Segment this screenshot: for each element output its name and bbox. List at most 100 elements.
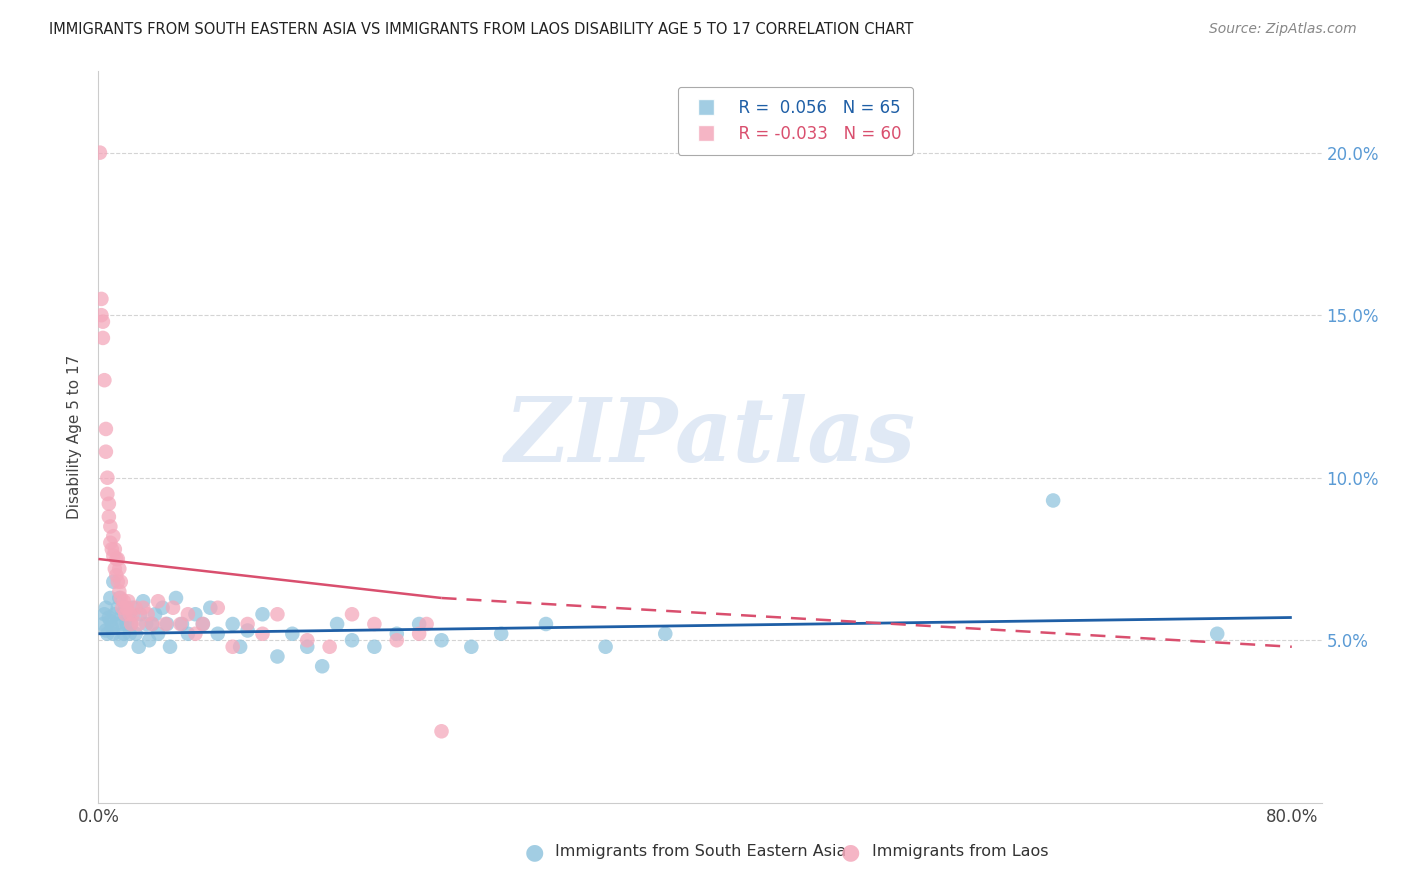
Point [430, 633, 453, 648]
Legend:   R =  0.056   N = 65,   R = -0.033   N = 60: R = 0.056 N = 65, R = -0.033 N = 60 [678, 87, 914, 154]
Point [165, 591, 187, 605]
Point [136, 607, 159, 622]
Point [117, 594, 139, 608]
Point [221, 640, 243, 654]
Point [103, 529, 125, 543]
Text: Immigrants from South Eastern Asia: Immigrants from South Eastern Asia [555, 845, 846, 859]
Point [135, 617, 157, 632]
Point [104, 562, 127, 576]
Point [221, 617, 243, 632]
Point [169, 617, 191, 632]
Text: Immigrants from Laos: Immigrants from Laos [872, 845, 1049, 859]
Point [101, 620, 124, 634]
Point [132, 594, 155, 608]
Point [98, 614, 121, 628]
Point [104, 542, 127, 557]
Point [177, 626, 200, 640]
Point [96, 487, 118, 501]
Point [252, 626, 274, 640]
Point [93, 607, 115, 622]
Text: ●: ● [841, 842, 860, 862]
Point [98, 535, 121, 549]
Point [108, 591, 131, 605]
Point [118, 607, 141, 622]
Point [97, 497, 120, 511]
Point [101, 542, 124, 557]
Text: Source: ZipAtlas.com: Source: ZipAtlas.com [1209, 22, 1357, 37]
Point [108, 584, 131, 599]
Point [105, 617, 128, 632]
Point [138, 633, 160, 648]
Point [236, 624, 259, 638]
Point [170, 617, 193, 632]
Point [408, 617, 430, 632]
Text: ZIPatlas: ZIPatlas [505, 394, 915, 480]
Point [128, 617, 150, 632]
Point [121, 607, 143, 622]
Point [89, 145, 111, 160]
Point [266, 649, 288, 664]
Point [115, 617, 138, 632]
Point [408, 626, 430, 640]
Point [385, 626, 408, 640]
Point [93, 373, 115, 387]
Point [111, 617, 134, 632]
Point [107, 574, 129, 589]
Point [191, 617, 214, 632]
Point [90, 308, 112, 322]
Point [191, 617, 214, 632]
Point [156, 617, 179, 632]
Point [94, 600, 117, 615]
Point [90, 292, 112, 306]
Point [107, 552, 129, 566]
Point [252, 607, 274, 622]
Point [120, 617, 142, 632]
Point [184, 607, 207, 622]
Point [94, 624, 117, 638]
Point [281, 626, 304, 640]
Point [146, 626, 169, 640]
Point [534, 617, 557, 632]
Text: IMMIGRANTS FROM SOUTH EASTERN ASIA VS IMMIGRANTS FROM LAOS DISABILITY AGE 5 TO 1: IMMIGRANTS FROM SOUTH EASTERN ASIA VS IM… [49, 22, 914, 37]
Point [159, 640, 181, 654]
Point [229, 640, 252, 654]
Y-axis label: Disability Age 5 to 17: Disability Age 5 to 17 [67, 355, 83, 519]
Point [1206, 626, 1229, 640]
Point [177, 607, 200, 622]
Point [385, 633, 408, 648]
Point [98, 519, 121, 533]
Point [91, 331, 114, 345]
Point [114, 607, 136, 622]
Point [96, 471, 118, 485]
Point [460, 640, 482, 654]
Point [111, 600, 134, 615]
Point [266, 607, 288, 622]
Text: ●: ● [524, 842, 544, 862]
Point [318, 640, 340, 654]
Point [146, 594, 169, 608]
Point [103, 574, 125, 589]
Point [97, 509, 120, 524]
Point [91, 315, 114, 329]
Point [340, 607, 363, 622]
Point [114, 600, 136, 615]
Point [121, 600, 143, 615]
Point [207, 600, 229, 615]
Point [489, 626, 512, 640]
Point [125, 600, 148, 615]
Point [120, 617, 142, 632]
Point [363, 640, 385, 654]
Point [595, 640, 617, 654]
Point [110, 633, 132, 648]
Point [105, 568, 128, 582]
Point [97, 610, 120, 624]
Point [152, 600, 174, 615]
Point [125, 626, 148, 640]
Point [110, 574, 132, 589]
Point [297, 633, 319, 648]
Point [94, 422, 117, 436]
Point [91, 617, 114, 632]
Point [107, 600, 129, 615]
Point [112, 594, 135, 608]
Point [96, 626, 118, 640]
